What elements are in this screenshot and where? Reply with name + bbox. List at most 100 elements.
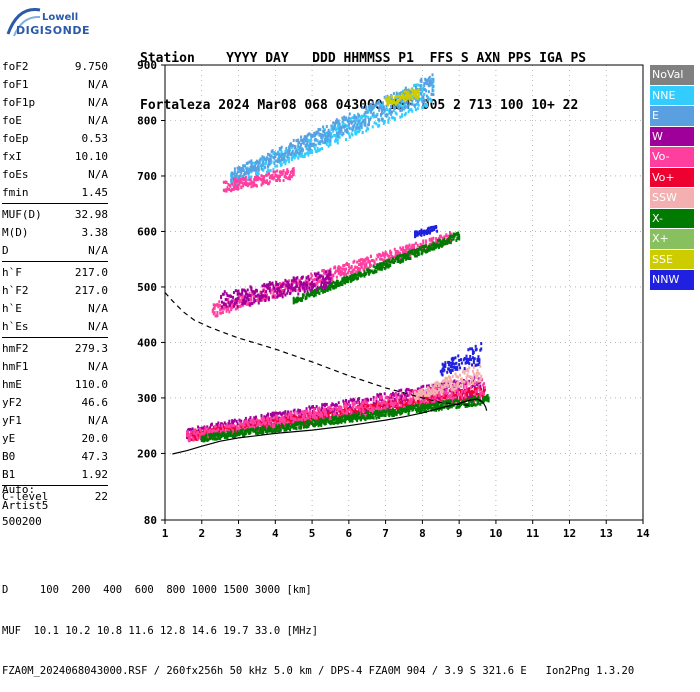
echo-point xyxy=(477,374,479,377)
echo-point xyxy=(291,279,293,282)
echo-point xyxy=(227,434,229,437)
echo-point xyxy=(206,428,208,431)
echo-point xyxy=(429,239,431,242)
echo-point xyxy=(409,409,411,412)
echo-point xyxy=(240,171,242,174)
echo-point xyxy=(415,108,417,111)
echo-point xyxy=(356,131,358,134)
echo-point xyxy=(248,172,250,175)
echo-point xyxy=(354,402,356,405)
echo-point xyxy=(268,297,270,300)
echo-point xyxy=(238,292,240,295)
echo-point xyxy=(325,422,327,425)
echo-point xyxy=(379,258,381,261)
echo-point xyxy=(207,438,209,441)
echo-point xyxy=(305,422,307,425)
echo-point xyxy=(245,429,247,432)
echo-point xyxy=(399,116,401,119)
echo-point xyxy=(321,147,323,150)
echo-point xyxy=(359,267,361,270)
echo-point xyxy=(438,388,440,391)
echo-point xyxy=(409,257,411,260)
echo-point xyxy=(288,160,290,163)
echo-point xyxy=(341,268,343,271)
echo-point xyxy=(215,425,217,428)
echo-point xyxy=(422,385,424,388)
echo-point xyxy=(274,421,276,424)
echo-point xyxy=(238,166,240,169)
echo-point xyxy=(361,265,363,268)
echo-point xyxy=(476,381,478,384)
echo-point xyxy=(227,294,229,297)
echo-point xyxy=(466,391,468,394)
echo-point xyxy=(309,407,311,410)
echo-point xyxy=(303,283,305,286)
echo-point xyxy=(234,419,236,422)
echo-point xyxy=(287,410,289,413)
echo-point xyxy=(325,411,327,414)
echo-point xyxy=(458,385,460,388)
echo-point xyxy=(422,239,424,242)
echo-point xyxy=(330,132,332,135)
echo-point xyxy=(397,255,399,258)
echo-point xyxy=(234,167,236,170)
echo-point xyxy=(276,165,278,168)
echo-point xyxy=(305,152,307,155)
echo-point xyxy=(230,295,232,298)
echo-point xyxy=(255,416,257,419)
echo-point xyxy=(423,93,425,96)
echo-point xyxy=(357,402,359,405)
echo-point xyxy=(343,272,345,275)
echo-point xyxy=(220,295,222,298)
echo-point xyxy=(306,287,308,290)
echo-point xyxy=(466,385,468,388)
echo-point xyxy=(233,305,235,308)
echo-point xyxy=(295,280,297,283)
echo-point xyxy=(373,396,375,399)
echo-point xyxy=(234,302,236,305)
echo-point xyxy=(480,388,482,391)
echo-point xyxy=(373,417,375,420)
echo-point xyxy=(217,437,219,440)
echo-point xyxy=(277,295,279,298)
echo-point xyxy=(450,400,452,403)
echo-point xyxy=(264,299,266,302)
echo-point xyxy=(241,429,243,432)
echo-point xyxy=(463,397,465,400)
echo-point xyxy=(247,178,249,181)
echo-point xyxy=(320,418,322,421)
echo-point xyxy=(329,273,331,276)
echo-point xyxy=(464,372,466,375)
echo-point xyxy=(409,243,411,246)
echo-point xyxy=(260,297,262,300)
echo-point xyxy=(419,409,421,412)
echo-point xyxy=(237,293,239,296)
echo-point xyxy=(234,171,236,174)
echo-point xyxy=(424,394,426,397)
echo-point xyxy=(390,251,392,254)
echo-point xyxy=(328,145,330,148)
echo-point xyxy=(353,399,355,402)
echo-point xyxy=(393,404,395,407)
echo-point xyxy=(433,385,435,388)
echo-point xyxy=(214,304,216,307)
echo-point xyxy=(249,160,251,163)
echo-point xyxy=(319,148,321,151)
echo-point xyxy=(220,312,222,315)
echo-point xyxy=(296,285,298,288)
echo-point xyxy=(352,116,354,119)
echo-point xyxy=(311,274,313,277)
echo-point xyxy=(375,258,377,261)
echo-point xyxy=(306,290,308,293)
echo-point xyxy=(363,410,365,413)
echo-point xyxy=(331,278,333,281)
echo-point xyxy=(420,394,422,397)
echo-point xyxy=(329,287,331,290)
echo-point xyxy=(425,245,427,248)
echo-point xyxy=(346,405,348,408)
echo-point xyxy=(375,270,377,273)
echo-point xyxy=(329,143,331,146)
echo-point xyxy=(316,416,318,419)
echo-point xyxy=(248,298,250,301)
echo-point xyxy=(230,430,232,433)
